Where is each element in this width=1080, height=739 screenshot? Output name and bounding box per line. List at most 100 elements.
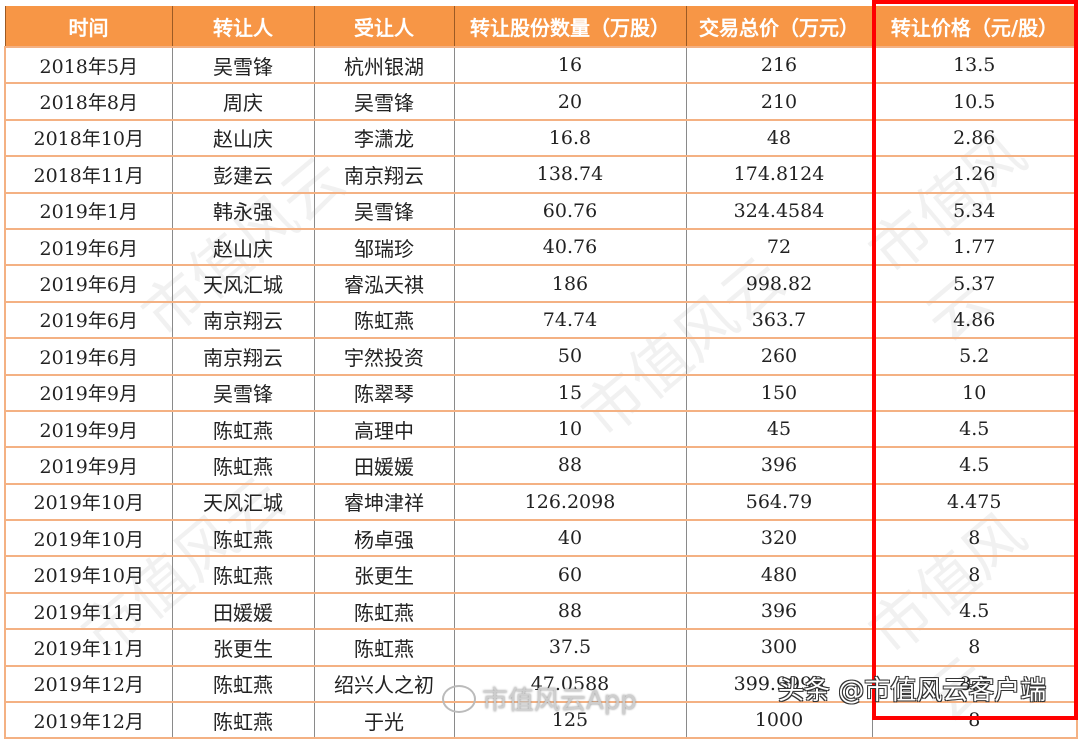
cell-shares: 88 (453, 446, 687, 485)
header-unit-price: 转让价格（元/股） (871, 6, 1078, 47)
cell-unit-price: 8 (871, 628, 1078, 667)
cell-unit-price: 10 (871, 373, 1078, 412)
cell-total-price: 210 (685, 82, 873, 121)
cell-transferor: 陈虹燕 (171, 555, 315, 594)
cell-unit-price: 4.86 (871, 300, 1078, 340)
cell-unit-price: 8.5 (871, 664, 1078, 704)
cell-total-price: 72 (685, 227, 873, 267)
cell-transferor: 田媛媛 (171, 591, 315, 631)
header-shares: 转让股份数量（万股） (453, 6, 687, 47)
cell-total-price: 399.9998 (685, 664, 873, 704)
cell-shares: 10 (453, 409, 687, 449)
cell-shares: 138.74 (453, 155, 687, 194)
cell-date: 2019年12月 (4, 664, 173, 704)
cell-total-price: 1000 (685, 701, 873, 739)
table-row: 2019年10月 天风汇城 睿坤津祥 126.2098 564.79 4.475 (4, 482, 1078, 522)
cell-transferee: 张更生 (313, 555, 455, 594)
cell-transferor: 彭建云 (171, 155, 315, 194)
share-transfer-table-container: 时间 转让人 受让人 转让股份数量（万股） 交易总价（万元） 转让价格（元/股）… (4, 6, 1078, 739)
cell-unit-price: 2.86 (871, 118, 1078, 158)
cell-shares: 88 (453, 591, 687, 631)
cell-date: 2019年6月 (4, 227, 173, 267)
cell-transferor: 韩永强 (171, 191, 315, 230)
cell-transferee: 陈虹燕 (313, 591, 455, 631)
cell-transferee: 吴雪锋 (313, 191, 455, 230)
header-date: 时间 (4, 6, 173, 47)
cell-transferor: 陈虹燕 (171, 664, 315, 704)
table-row: 2019年12月 陈虹燕 绍兴人之初 47.0588 399.9998 8.5 (4, 664, 1078, 704)
cell-transferor: 陈虹燕 (171, 409, 315, 449)
cell-date: 2019年10月 (4, 482, 173, 522)
cell-date: 2018年8月 (4, 82, 173, 121)
cell-unit-price: 4.5 (871, 446, 1078, 485)
table-row: 2019年6月 南京翔云 陈虹燕 74.74 363.7 4.86 (4, 300, 1078, 340)
cell-transferee: 杨卓强 (313, 519, 455, 558)
table-row: 2019年9月 陈虹燕 田媛媛 88 396 4.5 (4, 446, 1078, 485)
cell-unit-price: 4.5 (871, 591, 1078, 631)
table-row: 2018年11月 彭建云 南京翔云 138.74 174.8124 1.26 (4, 155, 1078, 194)
table-body: 2018年5月 吴雪锋 杭州银湖 16 216 13.5 2018年8月 周庆 吴雪锋 20 210… (4, 45, 1078, 739)
cell-date: 2018年11月 (4, 155, 173, 194)
cell-shares: 20 (453, 82, 687, 121)
cell-transferor: 赵山庆 (171, 118, 315, 158)
table-row: 2018年10月 赵山庆 李潇龙 16.8 48 2.86 (4, 118, 1078, 158)
cell-shares: 37.5 (453, 628, 687, 667)
cell-total-price: 396 (685, 446, 873, 485)
cell-unit-price: 5.37 (871, 264, 1078, 303)
cell-total-price: 320 (685, 519, 873, 558)
cell-transferee: 宇然投资 (313, 337, 455, 376)
cell-shares: 40 (453, 519, 687, 558)
cell-unit-price: 4.475 (871, 482, 1078, 522)
table-row: 2018年8月 周庆 吴雪锋 20 210 10.5 (4, 82, 1078, 121)
cell-total-price: 480 (685, 555, 873, 594)
table-row: 2019年9月 陈虹燕 高理中 10 45 4.5 (4, 409, 1078, 449)
cell-transferor: 南京翔云 (171, 337, 315, 376)
cell-date: 2019年10月 (4, 519, 173, 558)
cell-transferee: 杭州银湖 (313, 45, 455, 85)
cell-date: 2019年11月 (4, 628, 173, 667)
cell-total-price: 324.4584 (685, 191, 873, 230)
cell-total-price: 48 (685, 118, 873, 158)
cell-total-price: 150 (685, 373, 873, 412)
cell-shares: 16.8 (453, 118, 687, 158)
cell-total-price: 564.79 (685, 482, 873, 522)
cell-transferor: 天风汇城 (171, 264, 315, 303)
cell-transferee: 南京翔云 (313, 155, 455, 194)
cell-unit-price: 1.77 (871, 227, 1078, 267)
cell-transferor: 周庆 (171, 82, 315, 121)
cell-shares: 47.0588 (453, 664, 687, 704)
cell-total-price: 998.82 (685, 264, 873, 303)
cell-unit-price: 8 (871, 519, 1078, 558)
toutiao-watermark: 头条 @市值风云客户端 (778, 676, 1047, 706)
table-row: 2019年11月 田媛媛 陈虹燕 88 396 4.5 (4, 591, 1078, 631)
cell-total-price: 363.7 (685, 300, 873, 340)
cell-shares: 60.76 (453, 191, 687, 230)
cell-transferor: 陈虹燕 (171, 519, 315, 558)
cell-shares: 186 (453, 264, 687, 303)
cell-transferor: 吴雪锋 (171, 45, 315, 85)
table-row: 2018年5月 吴雪锋 杭州银湖 16 216 13.5 (4, 45, 1078, 85)
cell-transferee: 陈虹燕 (313, 300, 455, 340)
cell-unit-price: 5.34 (871, 191, 1078, 230)
cell-date: 2019年6月 (4, 337, 173, 376)
cell-transferor: 赵山庆 (171, 227, 315, 267)
cell-total-price: 174.8124 (685, 155, 873, 194)
cell-unit-price: 10.5 (871, 82, 1078, 121)
table-header-row: 时间 转让人 受让人 转让股份数量（万股） 交易总价（万元） 转让价格（元/股） (4, 6, 1078, 47)
cell-shares: 60 (453, 555, 687, 594)
table-row: 2019年6月 赵山庆 邹瑞珍 40.76 72 1.77 (4, 227, 1078, 267)
table-row: 2019年6月 天风汇城 睿泓天祺 186 998.82 5.37 (4, 264, 1078, 303)
table-row: 2019年11月 张更生 陈虹燕 37.5 300 8 (4, 628, 1078, 667)
cell-unit-price: 4.5 (871, 409, 1078, 449)
cell-date: 2019年6月 (4, 300, 173, 340)
cell-unit-price: 8 (871, 555, 1078, 594)
cell-shares: 16 (453, 45, 687, 85)
cell-unit-price: 13.5 (871, 45, 1078, 85)
table-row: 2019年1月 韩永强 吴雪锋 60.76 324.4584 5.34 (4, 191, 1078, 230)
cell-date: 2019年10月 (4, 555, 173, 594)
cell-unit-price: 5.2 (871, 337, 1078, 376)
cell-date: 2019年12月 (4, 701, 173, 739)
table-row: 2019年9月 吴雪锋 陈翠琴 15 150 10 (4, 373, 1078, 412)
cell-transferee: 睿泓天祺 (313, 264, 455, 303)
cell-transferor: 吴雪锋 (171, 373, 315, 412)
